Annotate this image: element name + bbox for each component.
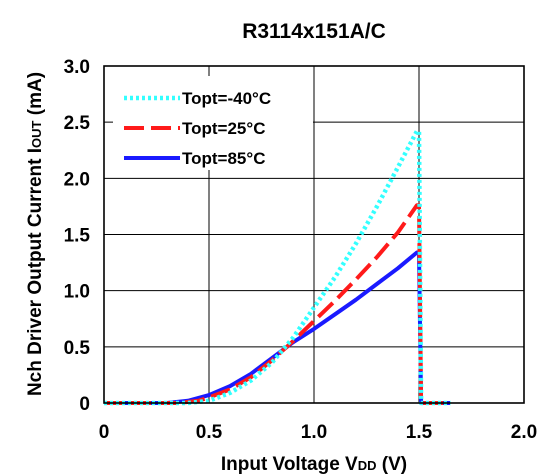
- plot-frame: [103, 65, 525, 404]
- series-line-0: [104, 128, 451, 406]
- legend-label-1: Topt=25°C: [182, 119, 265, 138]
- y-axis-label: Nch Driver Output Current IOUT (mA): [25, 72, 46, 396]
- x-axis-label: Input Voltage VDD (V): [221, 454, 407, 475]
- series-line-1: [104, 203, 451, 405]
- legend-box: [113, 76, 313, 170]
- y-tick-labels: 0 0.5 1.0 1.5 2.0 2.5 3.0: [64, 57, 91, 415]
- plot-series: [104, 128, 451, 406]
- x-tick-label: 1.0: [301, 422, 327, 443]
- chart-title: R3114x151A/C: [242, 20, 386, 43]
- x-tick-label: 0.5: [196, 422, 223, 443]
- legend-label-2: Topt=85°C: [182, 149, 265, 168]
- legend: Topt=-40°C Topt=25°C Topt=85°C: [113, 76, 313, 170]
- y-tick-label: 1.0: [64, 282, 90, 303]
- x-tick-label: 1.5: [406, 422, 433, 443]
- series-line-2: [104, 250, 451, 405]
- y-tick-label: 0.5: [64, 338, 91, 359]
- y-tick-label: 2.0: [64, 169, 90, 190]
- x-tick-label: 0: [99, 422, 110, 443]
- legend-label-0: Topt=-40°C: [182, 89, 271, 108]
- y-tick-label: 1.5: [64, 226, 91, 247]
- x-tick-label: 2.0: [511, 422, 537, 443]
- y-tick-label: 3.0: [64, 57, 90, 78]
- y-tick-label: 2.5: [64, 113, 91, 134]
- x-tick-labels: 0 0.5 1.0 1.5 2.0: [99, 422, 538, 443]
- y-tick-label: 0: [79, 394, 90, 415]
